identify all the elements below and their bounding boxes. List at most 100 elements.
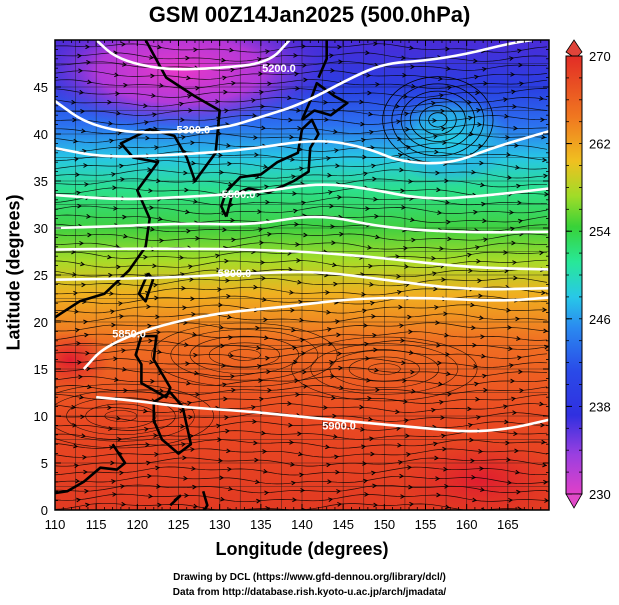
wind-arrow: [154, 452, 160, 457]
wind-arrow: [476, 108, 482, 113]
wind-arrow: [409, 501, 415, 507]
wind-arrow: [301, 44, 307, 49]
wind-arrow: [85, 350, 91, 356]
wind-arrow: [226, 293, 232, 299]
cyclone-streamline: [391, 83, 485, 157]
wind-arrow: [397, 289, 403, 295]
wind-arrow: [292, 191, 298, 196]
wind-arrow: [480, 334, 486, 340]
wind-arrow: [411, 237, 417, 243]
wind-arrow: [261, 430, 267, 436]
wind-arrow: [119, 314, 125, 319]
wind-arrow: [370, 300, 376, 306]
wind-arrow: [222, 227, 228, 233]
streamline: [55, 178, 547, 188]
anticyclone-streamline: [104, 410, 138, 422]
wind-arrow: [261, 125, 267, 131]
wind-arrow: [303, 232, 309, 238]
wind-arrow: [154, 295, 160, 301]
y-tick-label: 0: [41, 503, 48, 518]
wind-arrow: [117, 281, 123, 287]
wind-arrow: [290, 157, 296, 162]
x-tick-label: 140: [291, 517, 313, 532]
wind-arrow: [514, 448, 520, 454]
wind-arrow: [515, 469, 521, 475]
wind-arrow: [267, 81, 273, 87]
chart-title: GSM 00Z14Jan2025 (500.0hPa): [148, 2, 471, 27]
wind-arrow: [155, 314, 161, 320]
wind-arrow: [144, 426, 150, 432]
wind-arrow: [336, 332, 342, 338]
height-contours: 5200.0 5300.0 5500.0 5800.0 5850.0 5900.0: [55, 40, 549, 433]
wind-arrow: [398, 304, 404, 310]
wind-arrow: [475, 90, 481, 96]
wind-arrow: [337, 502, 343, 507]
wind-arrow: [262, 449, 268, 454]
wind-arrow: [123, 233, 129, 239]
anticyclone-streamline: [55, 390, 195, 442]
wind-arrow: [156, 178, 162, 184]
wind-arrow: [401, 204, 407, 210]
streamline: [55, 403, 548, 413]
wind-arrow: [79, 394, 85, 400]
wind-arrow: [288, 117, 294, 123]
wind-arrow: [483, 237, 489, 242]
wind-arrow: [375, 234, 381, 240]
x-tick-label: 145: [332, 517, 354, 532]
wind-arrow: [107, 99, 113, 105]
wind-arrow: [507, 175, 513, 180]
streamline: [55, 115, 548, 125]
streamline: [55, 493, 548, 503]
wind-arrow: [374, 367, 380, 373]
contour-label: 5200.0: [262, 63, 296, 75]
streamline: [55, 484, 547, 494]
wind-arrow: [75, 172, 81, 177]
wind-arrow: [82, 455, 88, 460]
wind-arrow: [434, 149, 440, 155]
wind-arrow: [144, 120, 150, 125]
wind-arrow: [179, 101, 185, 107]
wind-arrow: [477, 278, 483, 284]
wind-arrow: [77, 203, 83, 209]
wind-arrow: [149, 55, 155, 60]
wind-arrow: [295, 86, 301, 91]
wind-arrow: [437, 210, 443, 215]
wind-arrow: [151, 93, 157, 98]
credit-data-source: Data from http://database.rish.kyoto-u.a…: [172, 587, 447, 598]
wind-arrow: [116, 415, 122, 421]
wind-arrow: [112, 185, 118, 191]
wind-arrow: [362, 308, 368, 314]
anticyclone-streamline: [208, 342, 280, 368]
wind-arrow: [441, 126, 447, 132]
wind-arrow: [470, 458, 476, 464]
wind-arrow: [219, 170, 225, 175]
wind-arrow: [74, 309, 80, 314]
wind-arrow: [148, 493, 154, 499]
wind-arrow: [155, 465, 161, 471]
wind-arrow: [81, 433, 87, 439]
wind-arrow: [482, 373, 488, 379]
wind-arrow: [107, 254, 113, 260]
wind-arrow: [369, 129, 375, 135]
warm-core-sw: [55, 330, 110, 390]
wind-arrow: [189, 277, 195, 282]
wind-arrow: [256, 345, 262, 351]
wind-arrow: [408, 179, 414, 184]
wind-arrow: [228, 486, 234, 492]
wind-arrow: [224, 108, 230, 114]
wind-arrow: [410, 369, 416, 375]
wind-arrow: [257, 57, 263, 62]
wind-arrow: [186, 380, 192, 386]
streamline: [55, 52, 548, 62]
wind-arrow: [469, 437, 475, 443]
contour-label: 5800.0: [218, 268, 252, 280]
wind-arrow: [110, 460, 116, 466]
wind-arrow: [468, 268, 474, 274]
wind-arrow: [71, 99, 77, 105]
wind-arrow: [365, 50, 371, 56]
wind-arrow: [188, 108, 194, 113]
wind-arrow: [374, 214, 380, 219]
wind-arrow: [471, 325, 477, 331]
wind-arrow: [324, 422, 330, 428]
wind-arrow: [107, 405, 113, 410]
